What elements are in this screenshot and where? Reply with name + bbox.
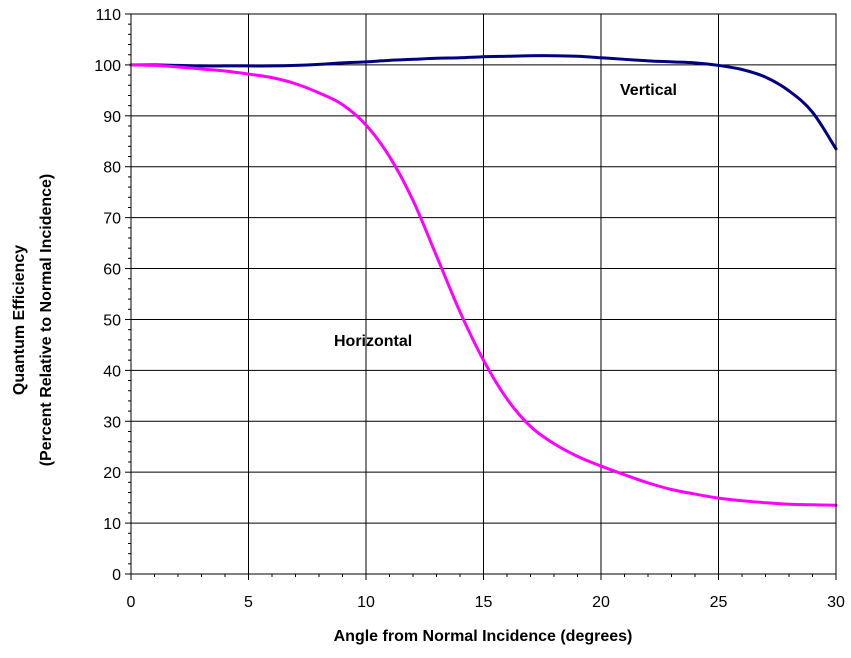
x-tick-label: 10: [357, 594, 375, 611]
series-lines: [129, 54, 838, 507]
tick-labels: 0 5 10 15 20 25 30 0 10 20 30 40 50 60 70 80 90 100 110: [94, 7, 845, 611]
series-label-vertical: Vertical: [620, 82, 677, 99]
x-tick-label: 25: [710, 594, 728, 611]
y-tick-label: 100: [94, 58, 121, 75]
x-axis-title: Angle from Normal Incidence (degrees): [334, 628, 633, 645]
grid: [131, 13, 837, 574]
series-line-horizontal: [129, 63, 838, 507]
y-tick-label: 0: [112, 567, 121, 584]
y-tick-label: 50: [103, 312, 121, 329]
x-tick-label: 5: [244, 594, 253, 611]
y-tick-label: 60: [103, 262, 121, 279]
series-label-horizontal: Horizontal: [334, 333, 412, 350]
x-tick-label: 0: [127, 594, 136, 611]
y-tick-label: 40: [103, 363, 121, 380]
x-tick-label: 15: [475, 594, 493, 611]
y-tick-label: 10: [103, 516, 121, 533]
y-tick-label: 20: [103, 465, 121, 482]
y-axis-title-line1: Quantum Efficiency: [11, 245, 28, 395]
x-tick-label: 30: [827, 594, 845, 611]
y-tick-label: 110: [95, 7, 121, 24]
series-line-vertical: [129, 54, 838, 151]
axis-ticks: [125, 13, 837, 580]
y-axis-title-line2: (Percent Relative to Normal Incidence): [38, 174, 55, 467]
x-tick-label: 20: [592, 594, 610, 611]
y-tick-label: 70: [103, 211, 121, 228]
y-tick-label: 90: [103, 109, 121, 126]
y-tick-label: 30: [103, 414, 121, 431]
y-tick-label: 80: [103, 160, 121, 177]
